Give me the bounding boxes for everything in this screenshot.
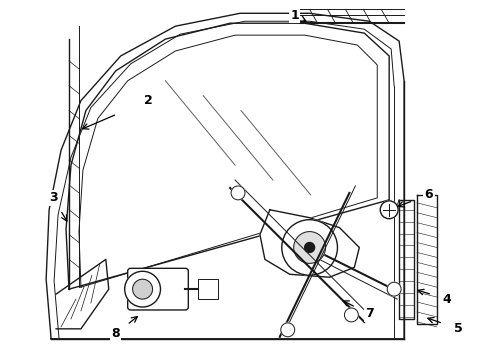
Polygon shape [260,210,359,277]
Text: 2: 2 [144,94,153,107]
FancyBboxPatch shape [198,279,218,299]
Text: 3: 3 [49,192,57,204]
Text: 4: 4 [442,293,451,306]
Text: 6: 6 [425,188,433,201]
Circle shape [305,243,315,252]
Circle shape [380,201,398,219]
Circle shape [387,282,401,296]
Circle shape [124,271,161,307]
Circle shape [282,220,338,275]
Circle shape [294,231,325,264]
Text: 5: 5 [454,322,463,336]
Text: 8: 8 [111,327,120,340]
Circle shape [231,186,245,200]
Circle shape [281,323,294,337]
Circle shape [344,308,358,322]
FancyBboxPatch shape [128,268,188,310]
Text: 7: 7 [365,307,374,320]
Circle shape [133,279,152,299]
Text: 1: 1 [291,9,299,22]
